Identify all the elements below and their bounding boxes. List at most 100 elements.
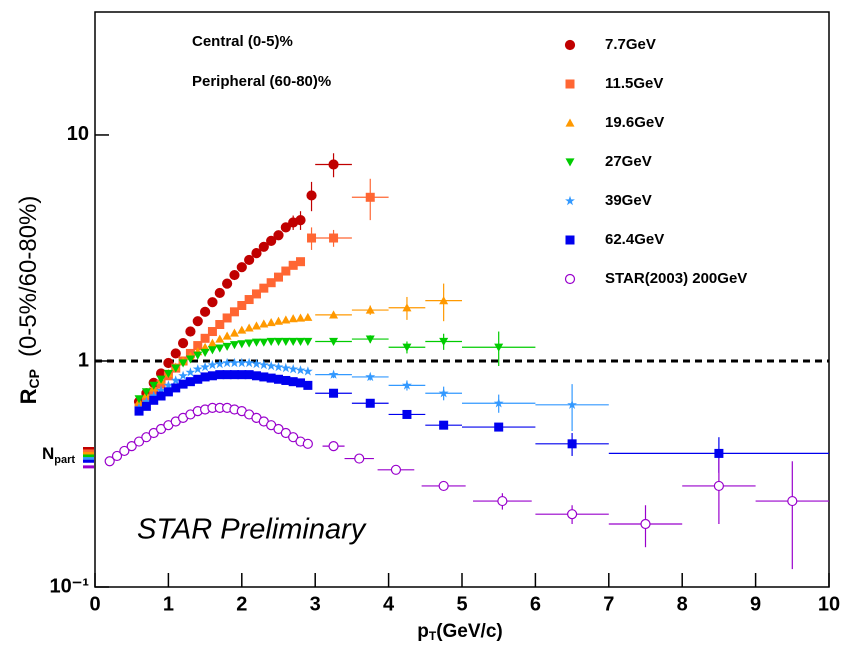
point: [329, 337, 339, 346]
point: [328, 159, 339, 170]
x-axis-label: pT(GeV/c): [417, 621, 502, 643]
legend-marker: [565, 158, 575, 167]
point: [303, 312, 313, 321]
x-tick-label: 0: [89, 593, 100, 615]
point: [713, 480, 725, 492]
annotation: Central (0-5)%: [192, 33, 293, 50]
point: [178, 370, 188, 380]
point: [329, 310, 339, 319]
point: [288, 432, 299, 443]
point: [640, 518, 651, 530]
point: [259, 372, 269, 382]
point: [236, 262, 247, 273]
point: [207, 327, 217, 337]
y-axis-label: R: [16, 388, 41, 404]
point: [288, 260, 298, 270]
point: [207, 338, 217, 347]
npart-label: N: [42, 444, 54, 463]
point: [266, 318, 276, 327]
point: [119, 445, 130, 457]
point: [229, 269, 240, 281]
point: [163, 357, 174, 369]
y-tick-label: 10⁻¹: [50, 575, 90, 597]
y-tick-label: 1: [78, 349, 89, 371]
point: [229, 370, 239, 380]
point: [438, 388, 449, 398]
point: [296, 337, 306, 346]
point: [215, 334, 225, 343]
point: [390, 464, 402, 475]
point: [329, 388, 339, 398]
point: [141, 388, 151, 397]
point: [251, 248, 262, 259]
point: [185, 355, 195, 364]
point: [259, 338, 269, 347]
point: [354, 453, 365, 464]
point: [215, 344, 225, 353]
point: [494, 343, 504, 352]
point: [288, 337, 298, 346]
point: [237, 370, 247, 380]
point: [200, 372, 210, 382]
point: [251, 321, 261, 330]
x-tick-label: 7: [603, 593, 614, 615]
point: [439, 337, 449, 346]
point: [273, 230, 284, 241]
point: [104, 456, 115, 467]
point: [566, 509, 578, 520]
y-axis-label-note: (0-5%/60-80%): [15, 196, 42, 357]
point: [787, 495, 798, 507]
point: [126, 441, 137, 452]
point: [222, 313, 232, 323]
point: [229, 307, 239, 317]
point: [280, 222, 291, 233]
point: [274, 272, 283, 282]
x-tick-label: 1: [163, 593, 174, 615]
point: [365, 335, 375, 344]
point: [222, 370, 232, 380]
point: [266, 235, 277, 246]
annotation: STAR Preliminary: [137, 514, 367, 546]
point: [288, 377, 298, 387]
legend-marker: [564, 39, 576, 51]
x-tick-label: 9: [750, 593, 761, 615]
point: [295, 365, 306, 375]
point: [244, 339, 254, 348]
legend-marker: [565, 79, 575, 89]
point: [207, 371, 217, 381]
x-tick-label: 4: [383, 593, 395, 615]
point: [251, 371, 261, 381]
point: [244, 370, 254, 380]
point: [215, 370, 225, 380]
point: [200, 342, 210, 351]
point: [193, 341, 203, 351]
point: [156, 375, 166, 384]
point: [229, 357, 240, 368]
point: [156, 385, 166, 395]
point: [281, 375, 291, 385]
point: [244, 254, 255, 266]
point: [497, 495, 508, 507]
point: [222, 331, 232, 340]
point: [365, 398, 375, 408]
x-tick-label: 2: [236, 593, 247, 615]
npart-label-sub: part: [54, 454, 75, 466]
point: [259, 319, 269, 328]
point: [149, 381, 159, 390]
point: [229, 341, 239, 350]
point: [281, 266, 291, 276]
point: [251, 338, 261, 347]
x-axis-label: p: [417, 621, 429, 642]
npart-label: Npart: [42, 444, 75, 465]
point: [307, 233, 317, 243]
point: [207, 359, 218, 370]
point: [237, 340, 247, 349]
point: [214, 358, 225, 369]
legend-label: 39GeV: [605, 192, 652, 209]
point: [274, 316, 283, 325]
legend-marker: [565, 118, 575, 127]
point: [244, 295, 254, 305]
point: [266, 278, 276, 288]
point: [178, 359, 188, 368]
point: [402, 380, 412, 390]
